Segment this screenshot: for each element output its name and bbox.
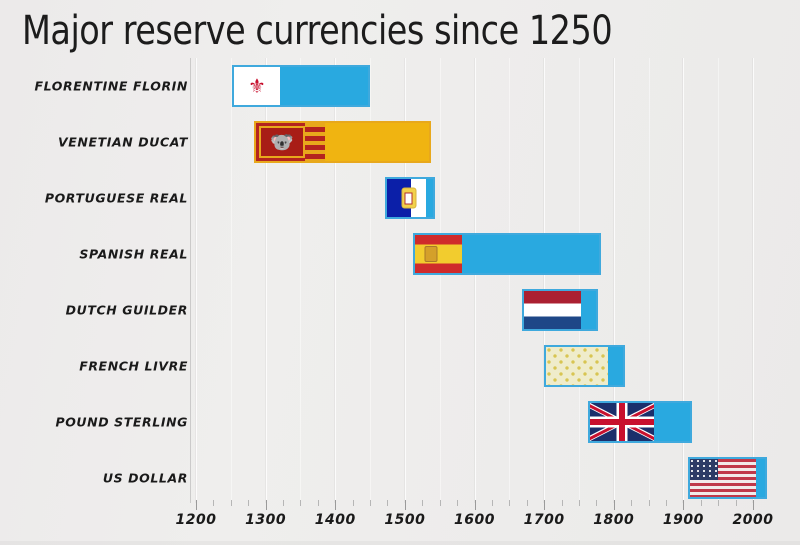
x-axis-tick [648, 500, 650, 506]
bar-fill [608, 347, 623, 385]
x-axis-tick [683, 500, 685, 510]
x-axis: 1200 1300 1400 1500 1600 1700 1800 1900 2000 [176, 500, 800, 545]
bar-label-portuguese-real: PORTUGUESE REAL [44, 190, 188, 206]
x-axis-tick-label: 1500 [384, 512, 426, 528]
x-axis-tick-label: 1200 [175, 512, 217, 528]
bar-fill [756, 459, 765, 497]
netherlands-flag-icon [523, 291, 581, 329]
spain-coat-of-arms-icon [424, 246, 438, 262]
bar-fill [325, 123, 428, 161]
bar-fill [280, 67, 368, 105]
usa-stars-icon [690, 459, 719, 480]
x-axis-tick [248, 500, 250, 506]
x-axis-tick [352, 500, 354, 506]
x-axis-tick [370, 500, 372, 506]
spain-flag-icon [415, 235, 463, 273]
uk-cross-red-horizontal [590, 419, 655, 425]
bar-pound-sterling[interactable] [588, 401, 692, 443]
united-states-flag-icon [690, 459, 757, 497]
bar-row-portuguese-real: PORTUGUESE REAL [45, 170, 800, 226]
bar-label-us-dollar: US DOLLAR [102, 470, 188, 486]
bar-dutch-guilder[interactable] [521, 289, 599, 331]
bar-fill [462, 235, 598, 273]
portugal-flag-icon [387, 179, 426, 217]
x-axis-tick-label: 1800 [593, 512, 635, 528]
x-axis-tick-label: 1400 [314, 512, 356, 528]
x-axis-tick [196, 500, 197, 510]
x-axis-tick [300, 500, 302, 506]
x-axis-tick [526, 500, 528, 506]
x-axis-tick [457, 500, 459, 506]
x-axis-tick-label: 1700 [523, 512, 565, 528]
royal-france-flag-icon [546, 347, 609, 385]
bar-fill [426, 179, 433, 217]
x-axis-tick [700, 500, 702, 506]
usa-canton [690, 459, 719, 480]
united-kingdom-flag-icon [590, 403, 655, 441]
bar-label-florentine-florin: FLORENTINE FLORIN [34, 78, 188, 94]
x-axis-tick [404, 500, 406, 510]
x-axis-tick [491, 500, 493, 506]
x-axis-tick [666, 500, 667, 506]
bar-fill [654, 403, 689, 441]
x-axis-tick [387, 500, 389, 506]
page-title: Major reserve currencies since 1250 [22, 8, 613, 54]
bar-venetian-ducat[interactable]: 🐨 [254, 121, 431, 163]
x-axis-tick [613, 500, 615, 510]
bar-label-french-livre: FRENCH LIVRE [79, 358, 188, 374]
x-axis-tick [439, 500, 441, 506]
bar-row-french-livre: FRENCH LIVRE [79, 338, 800, 394]
x-axis-tick [474, 500, 476, 510]
fleur-de-lis-icon: ⚜ [247, 74, 266, 98]
footer-strip [0, 541, 800, 545]
bar-portuguese-real[interactable] [385, 177, 435, 219]
bar-florentine-florin[interactable]: ⚜ [232, 65, 371, 107]
x-axis-tick [578, 500, 580, 506]
x-axis-tick [753, 500, 755, 510]
bar-row-florentine-florin: FLORENTINE FLORIN ⚜ [35, 58, 800, 114]
bar-fill [581, 291, 597, 329]
y-axis-line [190, 58, 191, 503]
x-axis-tick-label: 1900 [662, 512, 704, 528]
bar-label-spanish-real: SPANISH REAL [79, 246, 188, 262]
winged-lion-icon: 🐨 [259, 126, 305, 158]
bar-row-us-dollar: US DOLLAR [103, 450, 800, 506]
x-axis-tick [596, 500, 598, 506]
x-axis-tick [718, 500, 720, 506]
bar-row-spanish-real: SPANISH REAL [79, 226, 800, 282]
bar-row-pound-sterling: POUND STERLING [55, 394, 800, 450]
x-axis-tick [317, 500, 319, 506]
florence-flag-icon: ⚜ [234, 67, 280, 105]
venice-flag-icon: 🐨 [256, 123, 326, 161]
bar-spanish-real[interactable] [413, 233, 601, 275]
x-axis-tick-label: 2000 [732, 512, 774, 528]
x-axis-tick-label: 1300 [245, 512, 287, 528]
bar-label-pound-sterling: POUND STERLING [55, 414, 188, 430]
x-axis-tick [422, 500, 424, 506]
bar-row-venetian-ducat: VENETIAN DUCAT 🐨 [58, 114, 800, 170]
x-axis-tick [213, 500, 215, 506]
plot-area: FLORENTINE FLORIN ⚜ VENETIAN DUCAT 🐨 [35, 58, 800, 506]
x-axis-tick-label: 1600 [454, 512, 495, 528]
x-axis-tick [265, 500, 267, 510]
x-axis-tick [735, 500, 737, 506]
x-axis-tick [283, 500, 285, 506]
bar-label-dutch-guilder: DUTCH GUILDER [65, 302, 188, 318]
x-axis-tick [631, 500, 633, 506]
bar-row-dutch-guilder: DUTCH GUILDER [66, 282, 800, 338]
bar-french-livre[interactable] [544, 345, 625, 387]
flag-tails-icon [304, 123, 326, 161]
lion-glyph-icon: 🐨 [270, 131, 294, 154]
x-axis-tick [561, 500, 563, 506]
x-axis-tick [544, 500, 546, 510]
x-axis-tick [230, 500, 232, 506]
x-axis-tick [509, 500, 511, 506]
portugal-coat-of-arms-icon [401, 187, 417, 209]
x-axis-tick [335, 500, 337, 510]
bar-label-venetian-ducat: VENETIAN DUCAT [58, 134, 188, 150]
bar-us-dollar[interactable] [688, 457, 767, 499]
